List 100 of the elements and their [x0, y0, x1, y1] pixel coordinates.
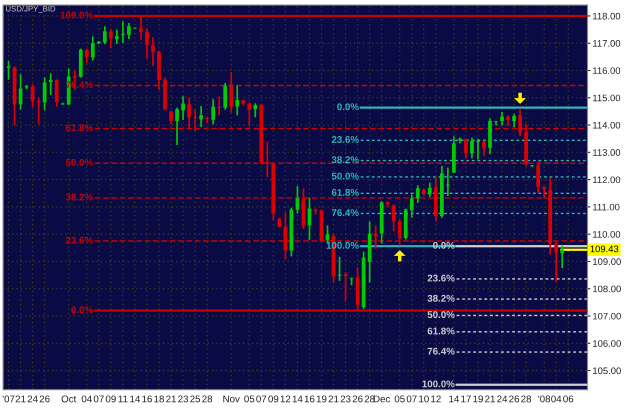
candlestick — [500, 111, 504, 126]
candlestick — [175, 106, 179, 146]
candlestick — [338, 256, 342, 282]
candlestick — [284, 212, 288, 260]
candlestick — [518, 108, 522, 137]
annotation: 0.0% — [71, 306, 93, 314]
annotation: 76.4% — [332, 209, 359, 216]
x-tick-label: 10 — [419, 395, 429, 402]
candlestick — [54, 78, 59, 108]
x-tick-label: 09 — [106, 395, 116, 402]
x-tick-label: '07 — [2, 395, 14, 402]
x-tick-label: 14 — [292, 396, 303, 402]
candlestick — [398, 218, 402, 246]
candlestick — [6, 60, 10, 81]
candlestick — [560, 244, 564, 269]
candlestick — [139, 16, 143, 41]
y-tick-label: 108.00 — [593, 286, 621, 292]
x-tick-label: Dec — [374, 396, 390, 402]
annotation: 61.8% — [332, 188, 359, 196]
ref-line-label: 109.43 — [590, 246, 618, 252]
x-tick-label: 19 — [473, 395, 483, 402]
annotation: 50.0% — [428, 311, 455, 318]
candlestick — [48, 72, 53, 96]
candlestick — [344, 272, 348, 302]
annotation: 23.6% — [428, 274, 455, 282]
candlestick — [121, 20, 125, 44]
x-tick-label: 26 — [509, 395, 520, 402]
y-tick-label: 118.00 — [593, 12, 620, 20]
candlestick — [416, 184, 420, 204]
candlestick — [102, 25, 107, 45]
x-tick-label: 07 — [256, 395, 266, 402]
x-tick-label: 26 — [352, 395, 363, 402]
x-tick-label: 23 — [178, 395, 188, 402]
candlestick — [247, 102, 252, 126]
x-tick-label: 23 — [340, 395, 351, 402]
annotation: 76.4% — [428, 348, 455, 355]
x-tick-label: 14 — [449, 396, 460, 402]
candlestick — [482, 140, 486, 157]
candlestick — [145, 27, 149, 60]
candlestick — [30, 83, 34, 108]
x-tick-label: 17 — [461, 396, 471, 402]
x-tick-label: 12 — [280, 395, 290, 402]
x-tick-label: 07 — [94, 395, 104, 402]
candlestick — [494, 120, 498, 126]
x-tick-label: '08 — [538, 395, 550, 402]
candlestick — [151, 36, 155, 67]
candlestick — [253, 102, 258, 118]
candlestick — [506, 114, 510, 127]
candlestick — [392, 204, 396, 232]
candlestick — [199, 105, 203, 128]
y-tick-label: 110.00 — [593, 231, 620, 238]
annotation: 23.6% — [66, 236, 93, 244]
candlestick — [235, 84, 240, 116]
x-tick-label: 04 — [82, 395, 92, 402]
candlestick — [169, 110, 173, 126]
x-tick-label: 14 — [130, 396, 140, 402]
candlestick — [470, 136, 474, 160]
x-tick-label: 21 — [485, 395, 495, 402]
y-tick-label: 111.00 — [593, 204, 620, 210]
annotation: 50.0% — [332, 172, 359, 180]
x-tick-label: 21 — [166, 395, 176, 402]
candlestick — [296, 185, 300, 214]
y-tick-label: 112.00 — [593, 176, 620, 184]
candlestick — [374, 224, 378, 250]
candlestick — [193, 108, 197, 132]
annotation: 100.0% — [60, 12, 93, 19]
x-tick-label: 25 — [190, 395, 200, 402]
y-tick-label: 106.00 — [593, 340, 621, 347]
candlestick — [42, 76, 47, 112]
y-tick-label: 105.00 — [593, 367, 621, 374]
annotation: 38.2% — [428, 294, 455, 302]
x-tick-label: Nov — [223, 396, 240, 402]
x-tick-label: 06 — [563, 395, 574, 402]
x-tick-label: 24 — [28, 395, 38, 402]
candlestick — [410, 194, 414, 219]
annotation: 38.2% — [66, 194, 93, 201]
x-tick-label: 21 — [328, 395, 338, 402]
y-tick-label: 117.00 — [593, 40, 620, 47]
candlestick — [542, 186, 546, 199]
y-tick-label: 109.00 — [593, 258, 621, 265]
x-tick-label: 19 — [316, 395, 326, 402]
x-tick-label: 28 — [521, 395, 532, 402]
x-tick-label: 07 — [406, 395, 417, 402]
candlestick — [187, 97, 191, 130]
x-tick-label: 04 — [551, 395, 562, 402]
candlestick — [278, 216, 282, 228]
candlestick — [314, 208, 318, 216]
annotation: 100.0% — [422, 380, 455, 388]
x-tick-label: 09 — [268, 395, 278, 402]
x-tick-label: 26 — [40, 395, 50, 402]
y-tick-label: 114.00 — [593, 122, 620, 129]
annotation: 0.0% — [337, 103, 359, 110]
candlestick — [229, 71, 234, 114]
x-tick-label: Oct — [62, 395, 76, 402]
candlestick — [84, 48, 89, 64]
annotation: 23.6% — [332, 136, 359, 143]
candlestick — [127, 22, 131, 40]
candlestick — [428, 182, 432, 198]
annotation: 61.8% — [66, 124, 93, 132]
candlestick — [108, 28, 113, 50]
